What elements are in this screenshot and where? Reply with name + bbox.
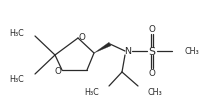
Text: H₃C: H₃C bbox=[9, 74, 24, 83]
Text: N: N bbox=[125, 47, 131, 56]
Text: O: O bbox=[79, 33, 85, 42]
Text: H₃C: H₃C bbox=[9, 28, 24, 37]
Text: H₃C: H₃C bbox=[84, 88, 99, 97]
Text: O: O bbox=[149, 25, 155, 34]
Text: O: O bbox=[55, 67, 61, 76]
Polygon shape bbox=[94, 43, 111, 54]
Text: CH₃: CH₃ bbox=[148, 88, 163, 97]
Text: O: O bbox=[149, 69, 155, 78]
Text: CH₃: CH₃ bbox=[185, 47, 200, 56]
Text: S: S bbox=[149, 47, 156, 56]
